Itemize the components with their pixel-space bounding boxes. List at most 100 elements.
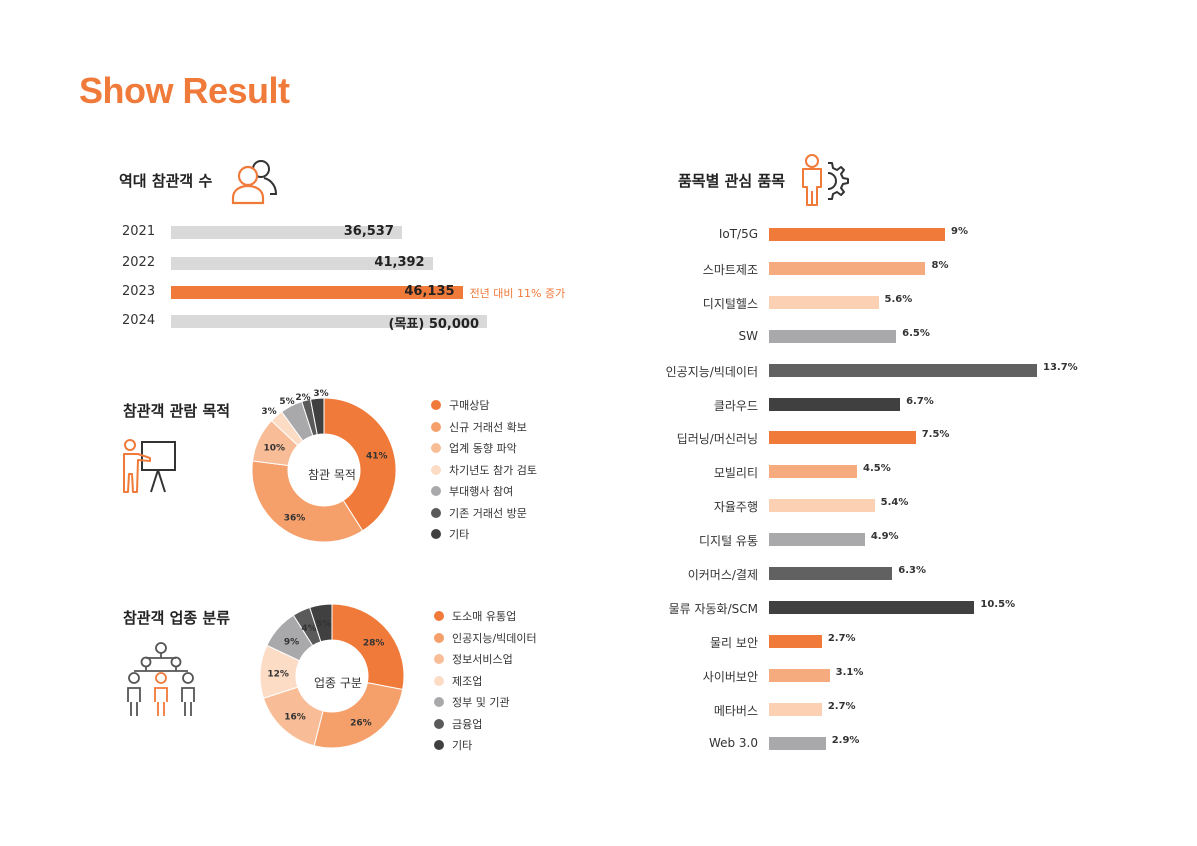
category-label: 물류 자동화/SCM <box>668 601 758 616</box>
donut-slice <box>251 460 364 543</box>
category-label: SW <box>738 328 758 343</box>
slice-label: 3% <box>261 407 276 417</box>
people-icon <box>231 160 278 205</box>
legend-item: 기타 <box>434 739 472 753</box>
category-bar <box>769 397 901 411</box>
legend-item: 정보서비스업 <box>434 653 513 667</box>
purpose-donut-chart: 41%36%10%3%5% 2% 3% <box>251 389 397 543</box>
legend-item: 기타 <box>431 528 469 542</box>
category-label: 디지털 유통 <box>698 534 758 549</box>
visitor-bar <box>171 257 433 270</box>
legend-label: 인공지능/빅데이터 <box>452 631 537 645</box>
donut-slice <box>313 682 404 749</box>
visitor-bar <box>171 226 402 239</box>
person-gear-icon <box>802 154 849 206</box>
legend-item: 제조업 <box>434 675 482 689</box>
legend-swatch <box>431 443 441 453</box>
category-label: 사이버보안 <box>702 669 758 684</box>
page-title: Show Result <box>79 70 290 111</box>
category-value: 5.6% <box>884 293 913 305</box>
legend-swatch <box>434 697 444 707</box>
category-label: 디지털헬스 <box>702 296 758 311</box>
legend-swatch <box>434 611 444 621</box>
slice-label: 16% <box>284 712 306 722</box>
purpose-section-title: 참관객 관람 목적 <box>123 402 231 420</box>
category-value: 10.5% <box>980 598 1016 610</box>
organization-icon <box>127 642 195 716</box>
category-label: 모빌리티 <box>713 466 758 481</box>
legend-label: 제조업 <box>452 674 483 688</box>
donut-slice <box>331 603 405 691</box>
category-label: 클라우드 <box>713 398 758 413</box>
visitor-bar <box>171 315 487 328</box>
category-bar <box>769 736 826 750</box>
category-value: 9% <box>951 226 969 237</box>
visitor-value: 36,537 <box>343 224 394 239</box>
legend-swatch <box>431 464 441 475</box>
slice-label: 3% <box>313 389 328 399</box>
year-label: 2022 <box>122 255 156 270</box>
category-label: 딥러닝/머신러닝 <box>676 432 758 447</box>
category-value: 3.1% <box>835 666 864 678</box>
category-label: 이커머스/결제 <box>687 568 758 582</box>
legend-swatch <box>434 718 444 729</box>
slice-label: 12% <box>267 670 289 680</box>
slice-label: 36% <box>284 513 306 523</box>
legend-label: 업계 동향 파악 <box>449 442 517 455</box>
category-value: 4.5% <box>863 463 891 475</box>
industry-section-title: 참관객 업종 분류 <box>123 609 231 627</box>
legend-label: 정부 및 기관 <box>452 696 510 709</box>
category-bar <box>769 363 1037 377</box>
category-bar <box>769 668 830 682</box>
interest-section-title: 품목별 관심 품목 <box>678 172 786 190</box>
category-value: 6.7% <box>906 395 934 407</box>
slice-label: 26% <box>350 719 372 729</box>
industry-center-label: 업종 구분 <box>314 676 362 690</box>
category-bar <box>769 533 865 547</box>
presenter-icon <box>123 439 176 493</box>
category-label: Web 3.0 <box>708 735 758 750</box>
category-bar <box>769 499 875 513</box>
legend-label: 정보서비스업 <box>452 653 513 666</box>
donut-slice <box>309 397 325 436</box>
legend-item: 금융업 <box>434 718 482 732</box>
legend-item: 기존 거래선 방문 <box>431 507 527 521</box>
slice-label: 28% <box>363 639 385 649</box>
category-value: 2.7% <box>827 700 856 712</box>
legend-label: 도소매 유통업 <box>452 610 517 623</box>
category-label: 물리 보안 <box>710 635 758 650</box>
legend-label: 기타 <box>452 739 473 752</box>
purpose-center-label: 참관 목적 <box>308 468 356 482</box>
category-label: 메타버스 <box>713 703 758 718</box>
legend-swatch <box>434 632 444 643</box>
category-label: IoT/5G <box>718 227 758 241</box>
slice-label: 41% <box>366 452 388 462</box>
category-value: 6.3% <box>898 565 926 576</box>
legend-item: 차기년도 참가 검토 <box>431 464 537 478</box>
slice-label: 5% <box>279 397 294 407</box>
slice-label: 5% <box>316 620 331 630</box>
legend-item: 인공지능/빅데이터 <box>434 632 537 646</box>
visitor-value: 41,392 <box>374 255 425 270</box>
category-bar <box>769 329 897 343</box>
category-bar <box>769 634 822 648</box>
category-bar <box>769 228 946 241</box>
year-label: 2023 <box>122 284 156 299</box>
category-bar <box>769 600 975 614</box>
slice-label: 10% <box>263 444 285 454</box>
category-label: 자율주행 <box>713 500 758 515</box>
category-bar <box>769 431 916 445</box>
category-bar <box>769 567 893 580</box>
slice-label: 9% <box>284 637 299 647</box>
legend-item: 도소매 유통업 <box>434 610 516 624</box>
legend-label: 구매상담 <box>449 399 490 412</box>
legend-label: 차기년도 참가 검토 <box>449 463 537 477</box>
legend-item: 정부 및 기관 <box>434 696 510 710</box>
legend-item: 부대행사 참여 <box>431 485 513 499</box>
category-bar <box>769 295 879 309</box>
donut-slice <box>323 397 397 532</box>
legend-swatch <box>431 400 441 410</box>
legend-label: 신규 거래선 확보 <box>449 420 527 434</box>
legend-swatch <box>434 654 444 664</box>
legend-swatch <box>431 486 441 496</box>
